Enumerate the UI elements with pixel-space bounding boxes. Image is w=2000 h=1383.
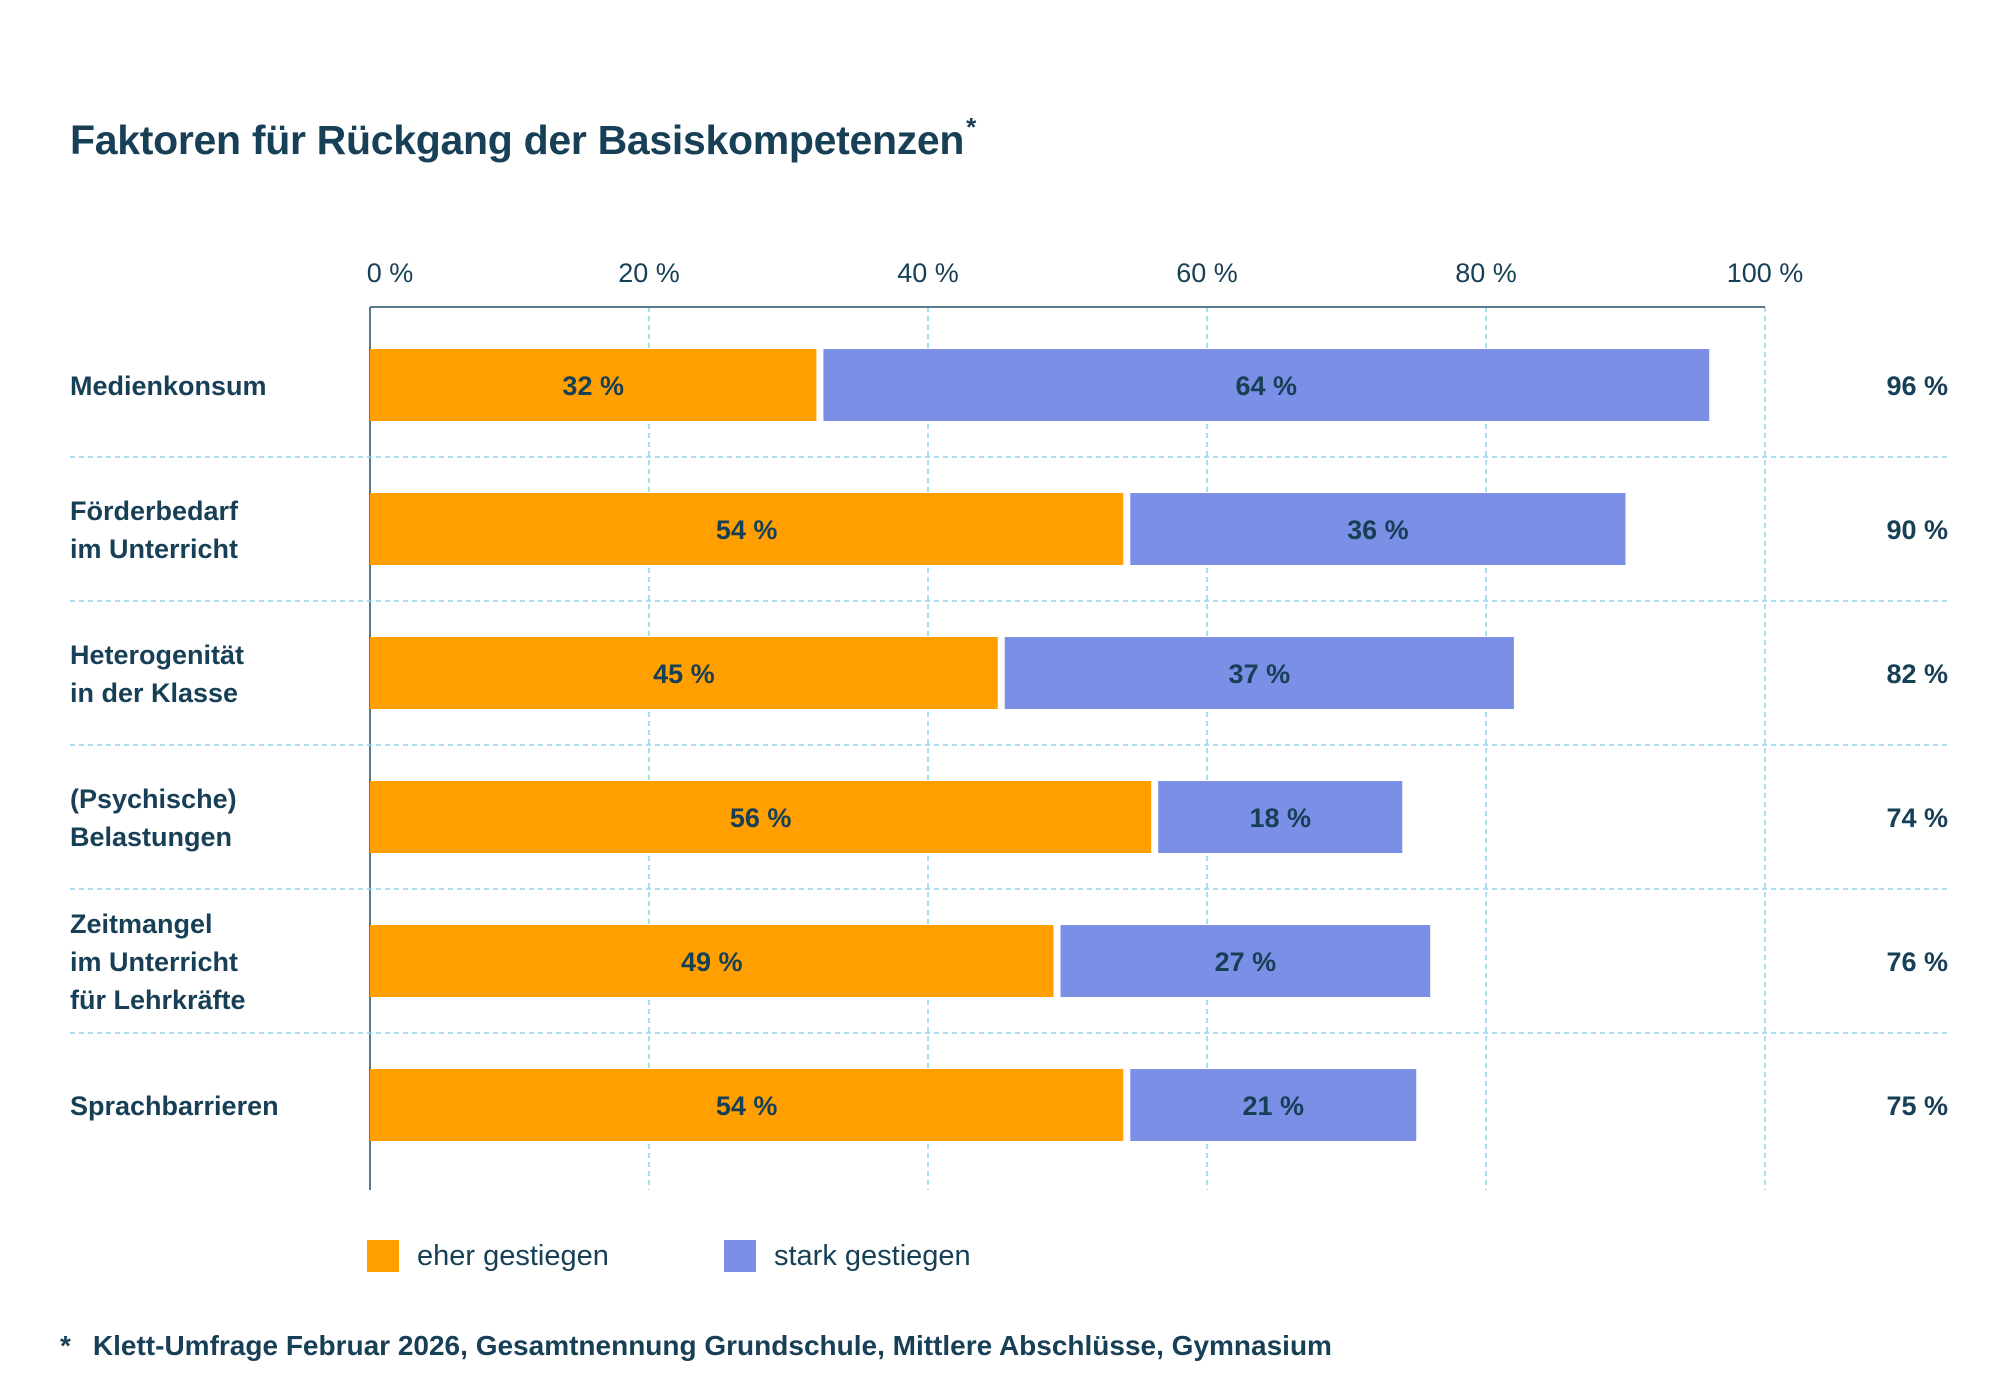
total-value-label: 82 % [1886, 659, 1948, 689]
category-label-line: (Psychische) [70, 784, 237, 814]
category-label: Heterogenität in der Klasse [70, 640, 244, 708]
bar-segment-eher-gestiegen [370, 493, 1124, 565]
x-tick-label: 80 % [1455, 258, 1517, 288]
bar-segment-stark-gestiegen [1004, 637, 1514, 709]
legend-swatch-stark-gestiegen [724, 1240, 756, 1272]
x-tick-label: 100 % [1727, 258, 1804, 288]
category-label-line: Zeitmangel [70, 909, 213, 939]
category-label-line: für Lehrkräfte [70, 985, 246, 1015]
bar-segment-eher-gestiegen [370, 925, 1054, 997]
chart-title-text: Faktoren für Rückgang der Basiskompetenz… [70, 117, 965, 163]
total-value-label: 74 % [1886, 803, 1948, 833]
footnote-text: Klett-Umfrage Februar 2026, Gesamtnennun… [92, 1330, 1332, 1361]
bar-segment-eher-gestiegen [370, 1069, 1124, 1141]
bar-value-label: 64 % [1236, 371, 1298, 401]
category-label-line: Medienkonsum [70, 371, 267, 401]
bar-segment-stark-gestiegen [1060, 925, 1431, 997]
bar-segment-stark-gestiegen [1130, 493, 1626, 565]
bar-value-label: 27 % [1215, 947, 1277, 977]
bar-segment-stark-gestiegen [1130, 1069, 1417, 1141]
legend-label-stark-gestiegen: stark gestiegen [774, 1239, 971, 1272]
x-tick-label: 40 % [897, 258, 959, 288]
bar-value-label: 54 % [716, 1091, 778, 1121]
bar-chart: 0 % 20 % 40 % 60 % 80 % 100 % Medienkonsum 32 %… [70, 258, 1948, 1190]
x-tick-label: 0 % [367, 258, 414, 288]
bar-value-label: 56 % [730, 803, 792, 833]
legend-swatch-eher-gestiegen [367, 1240, 399, 1272]
category-label-line: Belastungen [70, 822, 232, 852]
category-label: Medienkonsum [70, 371, 267, 401]
footnote: * Klett-Umfrage Februar 2026, Gesamtnennu… [60, 1330, 1332, 1362]
x-tick-label: 60 % [1176, 258, 1238, 288]
category-label: (Psychische) Belastungen [70, 784, 237, 852]
chart-title: Faktoren für Rückgang der Basiskompetenz… [70, 112, 976, 164]
total-value-label: 96 % [1886, 371, 1948, 401]
bar-value-label: 45 % [653, 659, 715, 689]
bar-value-label: 36 % [1347, 515, 1409, 545]
category-label: Sprachbarrieren [70, 1091, 279, 1121]
footnote-marker: * [60, 1330, 71, 1361]
bar-value-label: 49 % [681, 947, 743, 977]
bar-segment-stark-gestiegen [823, 349, 1710, 421]
bar-value-label: 54 % [716, 515, 778, 545]
category-label-line: Förderbedarf [70, 496, 239, 526]
bar-segment-stark-gestiegen [1158, 781, 1403, 853]
legend-item-eher-gestiegen: eher gestiegen [367, 1238, 609, 1274]
bar-value-label: 37 % [1229, 659, 1291, 689]
bar-value-label: 18 % [1249, 803, 1311, 833]
category-label-line: Sprachbarrieren [70, 1091, 279, 1121]
total-value-label: 75 % [1886, 1091, 1948, 1121]
total-value-label: 76 % [1886, 947, 1948, 977]
bar-segment-eher-gestiegen [370, 349, 817, 421]
category-label-line: Heterogenität [70, 640, 244, 670]
legend-label-eher-gestiegen: eher gestiegen [417, 1239, 609, 1272]
total-value-label: 90 % [1886, 515, 1948, 545]
category-label-line: im Unterricht [70, 534, 238, 564]
category-label-line: in der Klasse [70, 678, 238, 708]
category-label-line: im Unterricht [70, 947, 238, 977]
x-tick-label: 20 % [618, 258, 680, 288]
title-footnote-marker: * [966, 112, 976, 142]
bar-value-label: 21 % [1243, 1091, 1305, 1121]
category-label: Zeitmangel im Unterricht für Lehrkräfte [70, 909, 246, 1015]
bar-segment-eher-gestiegen [370, 781, 1152, 853]
bar-value-label: 32 % [562, 371, 624, 401]
bar-segment-eher-gestiegen [370, 637, 998, 709]
legend-item-stark-gestiegen: stark gestiegen [724, 1238, 971, 1274]
category-label: Förderbedarf im Unterricht [70, 496, 239, 564]
